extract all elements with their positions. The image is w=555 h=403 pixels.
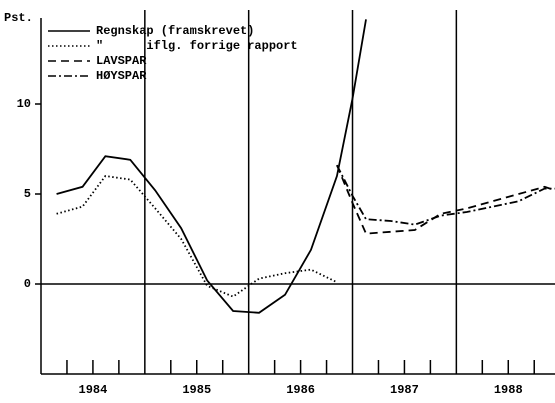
- x-tick-label: 1986: [286, 383, 315, 397]
- y-tick-label: 10: [17, 97, 31, 111]
- x-tick-label: 1985: [182, 383, 211, 397]
- series-line: [56, 175, 338, 298]
- y-axis-label: Pst.: [4, 11, 33, 25]
- y-tick-label: 0: [24, 277, 31, 291]
- series-line: [56, 19, 367, 314]
- legend-label: " iflg. forrige rapport: [96, 39, 298, 53]
- x-tick-label: 1984: [79, 383, 108, 397]
- legend-label: LAVSPAR: [96, 54, 147, 68]
- x-tick-label: 1987: [390, 383, 419, 397]
- y-tick-label: 5: [24, 187, 31, 201]
- series-line: [336, 164, 555, 235]
- series-line: [336, 164, 555, 226]
- x-tick-label: 1988: [494, 383, 523, 397]
- legend-label: HØYSPAR: [96, 69, 147, 83]
- legend-label: Regnskap (framskrevet): [96, 24, 254, 38]
